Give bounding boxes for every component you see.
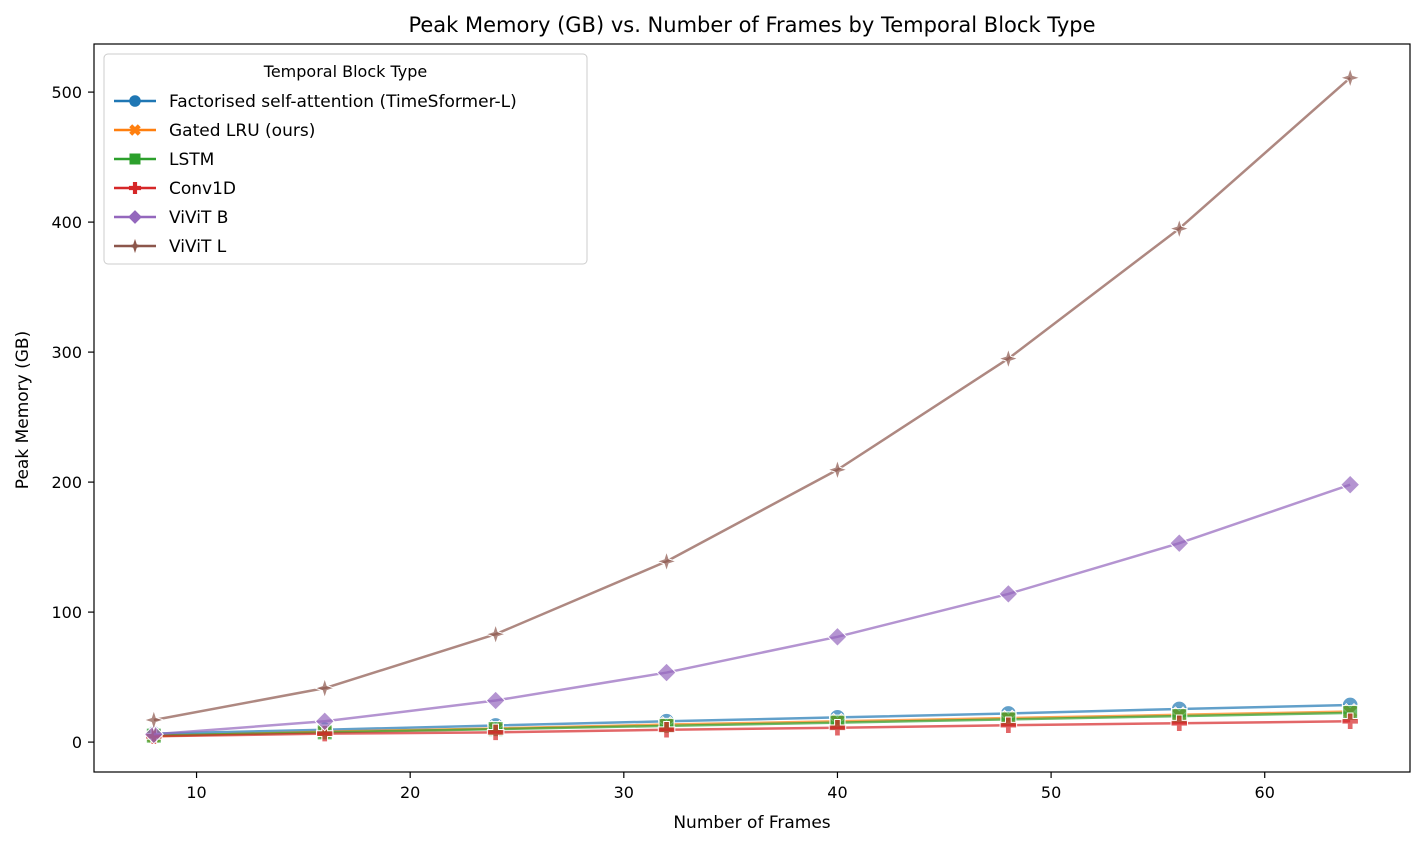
y-tick-label: 400 bbox=[51, 213, 82, 232]
series-line bbox=[153, 703, 1351, 735]
data-point bbox=[655, 550, 678, 573]
x-tick-label: 40 bbox=[827, 783, 847, 802]
data-point bbox=[656, 662, 677, 683]
legend: Temporal Block Type Factorised self-atten… bbox=[103, 53, 588, 265]
data-point bbox=[999, 716, 1018, 734]
series-4 bbox=[143, 474, 1361, 745]
legend-label: Gated LRU (ours) bbox=[169, 121, 315, 141]
axes-frame bbox=[93, 43, 1411, 773]
data-point bbox=[1169, 533, 1190, 554]
data-point bbox=[657, 721, 676, 739]
data-point bbox=[486, 723, 505, 742]
data-point bbox=[143, 724, 164, 745]
chart-title: Peak Memory (GB) vs. Number of Frames by… bbox=[408, 13, 1095, 37]
x-tick-label: 10 bbox=[186, 783, 206, 802]
data-point bbox=[484, 622, 508, 646]
data-point bbox=[1167, 217, 1191, 240]
data-point bbox=[826, 458, 849, 482]
data-point bbox=[485, 690, 506, 711]
legend-marker bbox=[128, 181, 142, 195]
legend-label: Conv1D bbox=[169, 179, 236, 199]
data-point bbox=[1340, 474, 1361, 495]
legend-marker bbox=[127, 238, 143, 254]
legend-marker bbox=[128, 210, 142, 224]
y-tick-label: 200 bbox=[51, 473, 82, 492]
y-tick-label: 300 bbox=[51, 343, 82, 362]
data-point bbox=[314, 711, 335, 732]
series-line bbox=[153, 76, 1352, 722]
data-point bbox=[998, 583, 1019, 604]
series-line bbox=[153, 483, 1351, 736]
legend-label: ViViT L bbox=[169, 237, 227, 257]
data-point bbox=[1341, 712, 1359, 731]
series-line bbox=[153, 720, 1351, 738]
data-point bbox=[1338, 66, 1362, 90]
legend-title: Temporal Block Type bbox=[263, 62, 427, 81]
x-tick-label: 60 bbox=[1255, 783, 1275, 802]
x-tick-label: 30 bbox=[614, 783, 634, 802]
legend-marker bbox=[129, 124, 141, 136]
x-axis-label: Number of Frames bbox=[673, 813, 830, 833]
y-tick-label: 0 bbox=[72, 733, 82, 752]
legend-box bbox=[103, 53, 588, 265]
data-point bbox=[142, 708, 166, 732]
y-tick-label: 500 bbox=[51, 83, 82, 102]
legend-label: ViViT B bbox=[169, 208, 228, 228]
legend-label: Factorised self-attention (TimeSformer-L… bbox=[169, 92, 517, 112]
data-point bbox=[996, 347, 1020, 370]
legend-label: LSTM bbox=[169, 150, 214, 170]
series-line bbox=[153, 711, 1351, 737]
data-point bbox=[1170, 714, 1189, 732]
legend-marker bbox=[129, 153, 141, 165]
plot-area: 10 20 30 40 50 60 0 100 200 300 400 500 bbox=[51, 43, 1411, 802]
x-tick-label: 50 bbox=[1041, 783, 1061, 802]
y-axis-label: Peak Memory (GB) bbox=[13, 331, 33, 489]
data-point bbox=[313, 676, 337, 700]
data-point bbox=[315, 724, 334, 743]
data-point bbox=[827, 626, 848, 647]
y-tick-label: 100 bbox=[51, 603, 82, 622]
legend-marker bbox=[129, 95, 141, 107]
data-point bbox=[828, 719, 847, 737]
x-tick-label: 20 bbox=[400, 783, 420, 802]
series-5 bbox=[142, 66, 1362, 732]
